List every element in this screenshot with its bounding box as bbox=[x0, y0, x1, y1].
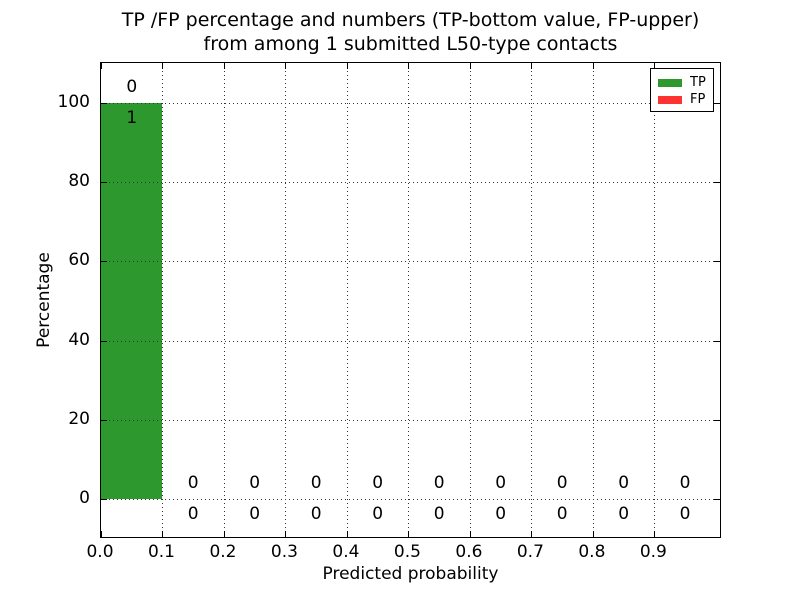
x-tick-label: 0.5 bbox=[393, 542, 421, 562]
fp-legend-label: FP bbox=[690, 92, 706, 107]
legend: TP FP bbox=[650, 68, 714, 112]
tp-count-label: 0 bbox=[372, 504, 384, 525]
x-tick-label: 0.3 bbox=[270, 542, 298, 562]
y-tick-mark bbox=[101, 182, 107, 183]
fp-count-label: 0 bbox=[126, 76, 138, 97]
x-tick-mark bbox=[346, 63, 348, 69]
x-tick-mark bbox=[101, 63, 102, 69]
x-tick-mark bbox=[469, 63, 471, 69]
x-tick-mark bbox=[223, 63, 225, 69]
gridline-horizontal bbox=[101, 261, 720, 263]
y-tick-mark bbox=[101, 499, 107, 501]
x-tick-mark bbox=[162, 63, 164, 69]
gridline-vertical bbox=[531, 63, 533, 537]
x-tick-mark bbox=[162, 531, 164, 537]
y-tick-label: 60 bbox=[68, 250, 90, 271]
fp-legend-swatch bbox=[658, 95, 682, 104]
y-tick-label: 20 bbox=[68, 409, 90, 429]
fp-count-label: 0 bbox=[679, 473, 691, 494]
fp-count-label: 0 bbox=[249, 473, 261, 494]
fp-count-label: 0 bbox=[495, 473, 507, 494]
tp-count-label: 1 bbox=[126, 107, 138, 128]
x-tick-label: 0.6 bbox=[455, 542, 483, 562]
y-tick-mark bbox=[101, 340, 107, 342]
tp-count-label: 0 bbox=[556, 504, 568, 525]
x-tick-mark bbox=[592, 531, 594, 537]
fp-count-label: 0 bbox=[433, 473, 445, 494]
chart-title-line2: from among 1 submitted L50-type contacts bbox=[203, 33, 618, 55]
x-tick-mark bbox=[469, 531, 471, 537]
tp-count-label: 0 bbox=[310, 504, 322, 525]
gridline-vertical bbox=[346, 63, 348, 537]
x-tick-label: 0.9 bbox=[639, 542, 667, 562]
gridline-vertical bbox=[592, 63, 594, 537]
chart-title-line1: TP /FP percentage and numbers (TP-bottom… bbox=[121, 9, 700, 31]
x-tick-mark bbox=[285, 63, 287, 69]
x-tick-mark bbox=[408, 63, 410, 69]
y-tick-mark bbox=[101, 420, 107, 421]
gridline-horizontal bbox=[101, 182, 720, 183]
y-tick-mark bbox=[714, 261, 720, 263]
x-tick-label: 0.8 bbox=[578, 542, 606, 562]
gridline-vertical bbox=[469, 63, 471, 537]
gridline-horizontal bbox=[101, 420, 720, 421]
tp-count-label: 0 bbox=[679, 504, 691, 525]
legend-item-tp: TP bbox=[658, 74, 713, 91]
y-tick-mark bbox=[714, 499, 720, 501]
x-tick-label: 0.4 bbox=[332, 542, 360, 562]
tp-count-label: 0 bbox=[618, 504, 630, 525]
x-tick-label: 0.0 bbox=[86, 542, 114, 562]
fp-count-label: 0 bbox=[618, 473, 630, 494]
fp-count-label: 0 bbox=[556, 473, 568, 494]
gridline-horizontal bbox=[101, 340, 720, 342]
tp-bar bbox=[101, 102, 163, 500]
x-axis-label: Predicted probability bbox=[322, 564, 499, 584]
x-tick-mark bbox=[101, 531, 102, 537]
gridline-horizontal bbox=[101, 499, 720, 501]
x-tick-mark bbox=[408, 531, 410, 537]
fp-count-label: 0 bbox=[187, 473, 199, 494]
y-tick-label: 100 bbox=[57, 91, 90, 112]
tp-count-label: 0 bbox=[187, 504, 199, 525]
gridline-vertical bbox=[162, 63, 164, 537]
y-tick-mark bbox=[101, 261, 107, 263]
y-tick-mark bbox=[714, 340, 720, 342]
tp-count-label: 0 bbox=[433, 504, 445, 525]
y-axis-label: Percentage bbox=[34, 252, 54, 348]
y-tick-mark bbox=[714, 182, 720, 183]
x-tick-mark bbox=[531, 63, 533, 69]
legend-item-fp: FP bbox=[658, 91, 713, 108]
x-tick-mark bbox=[654, 63, 656, 69]
fp-count-label: 0 bbox=[310, 473, 322, 494]
gridline-vertical bbox=[223, 63, 225, 537]
y-tick-mark bbox=[101, 102, 107, 104]
x-tick-label: 0.2 bbox=[209, 542, 237, 562]
gridline-vertical bbox=[654, 63, 656, 537]
tp-count-label: 0 bbox=[249, 504, 261, 525]
tp-count-label: 0 bbox=[495, 504, 507, 525]
y-tick-label: 0 bbox=[79, 488, 90, 509]
tp-legend-label: TP bbox=[690, 75, 706, 90]
x-tick-mark bbox=[346, 531, 348, 537]
y-tick-mark bbox=[714, 420, 720, 421]
y-tick-label: 80 bbox=[68, 171, 90, 191]
fp-count-label: 0 bbox=[372, 473, 384, 494]
tp-legend-swatch bbox=[658, 78, 682, 87]
gridline-horizontal bbox=[101, 102, 720, 104]
plot-area: 0 1 0 0 0 0 0 0 0 0 0 0 0 0 0 0 0 0 0 0 TP FP bbox=[100, 62, 721, 538]
y-tick-label: 40 bbox=[68, 329, 90, 350]
x-tick-label: 0.7 bbox=[516, 542, 544, 562]
gridline-vertical bbox=[408, 63, 410, 537]
y-tick-mark bbox=[714, 102, 720, 104]
x-tick-mark bbox=[223, 531, 225, 537]
x-tick-mark bbox=[531, 531, 533, 537]
x-tick-label: 0.1 bbox=[147, 542, 175, 562]
x-tick-mark bbox=[654, 531, 656, 537]
gridline-vertical bbox=[285, 63, 287, 537]
x-tick-mark bbox=[592, 63, 594, 69]
x-tick-mark bbox=[285, 531, 287, 537]
chart-title: TP /FP percentage and numbers (TP-bottom… bbox=[100, 8, 721, 56]
